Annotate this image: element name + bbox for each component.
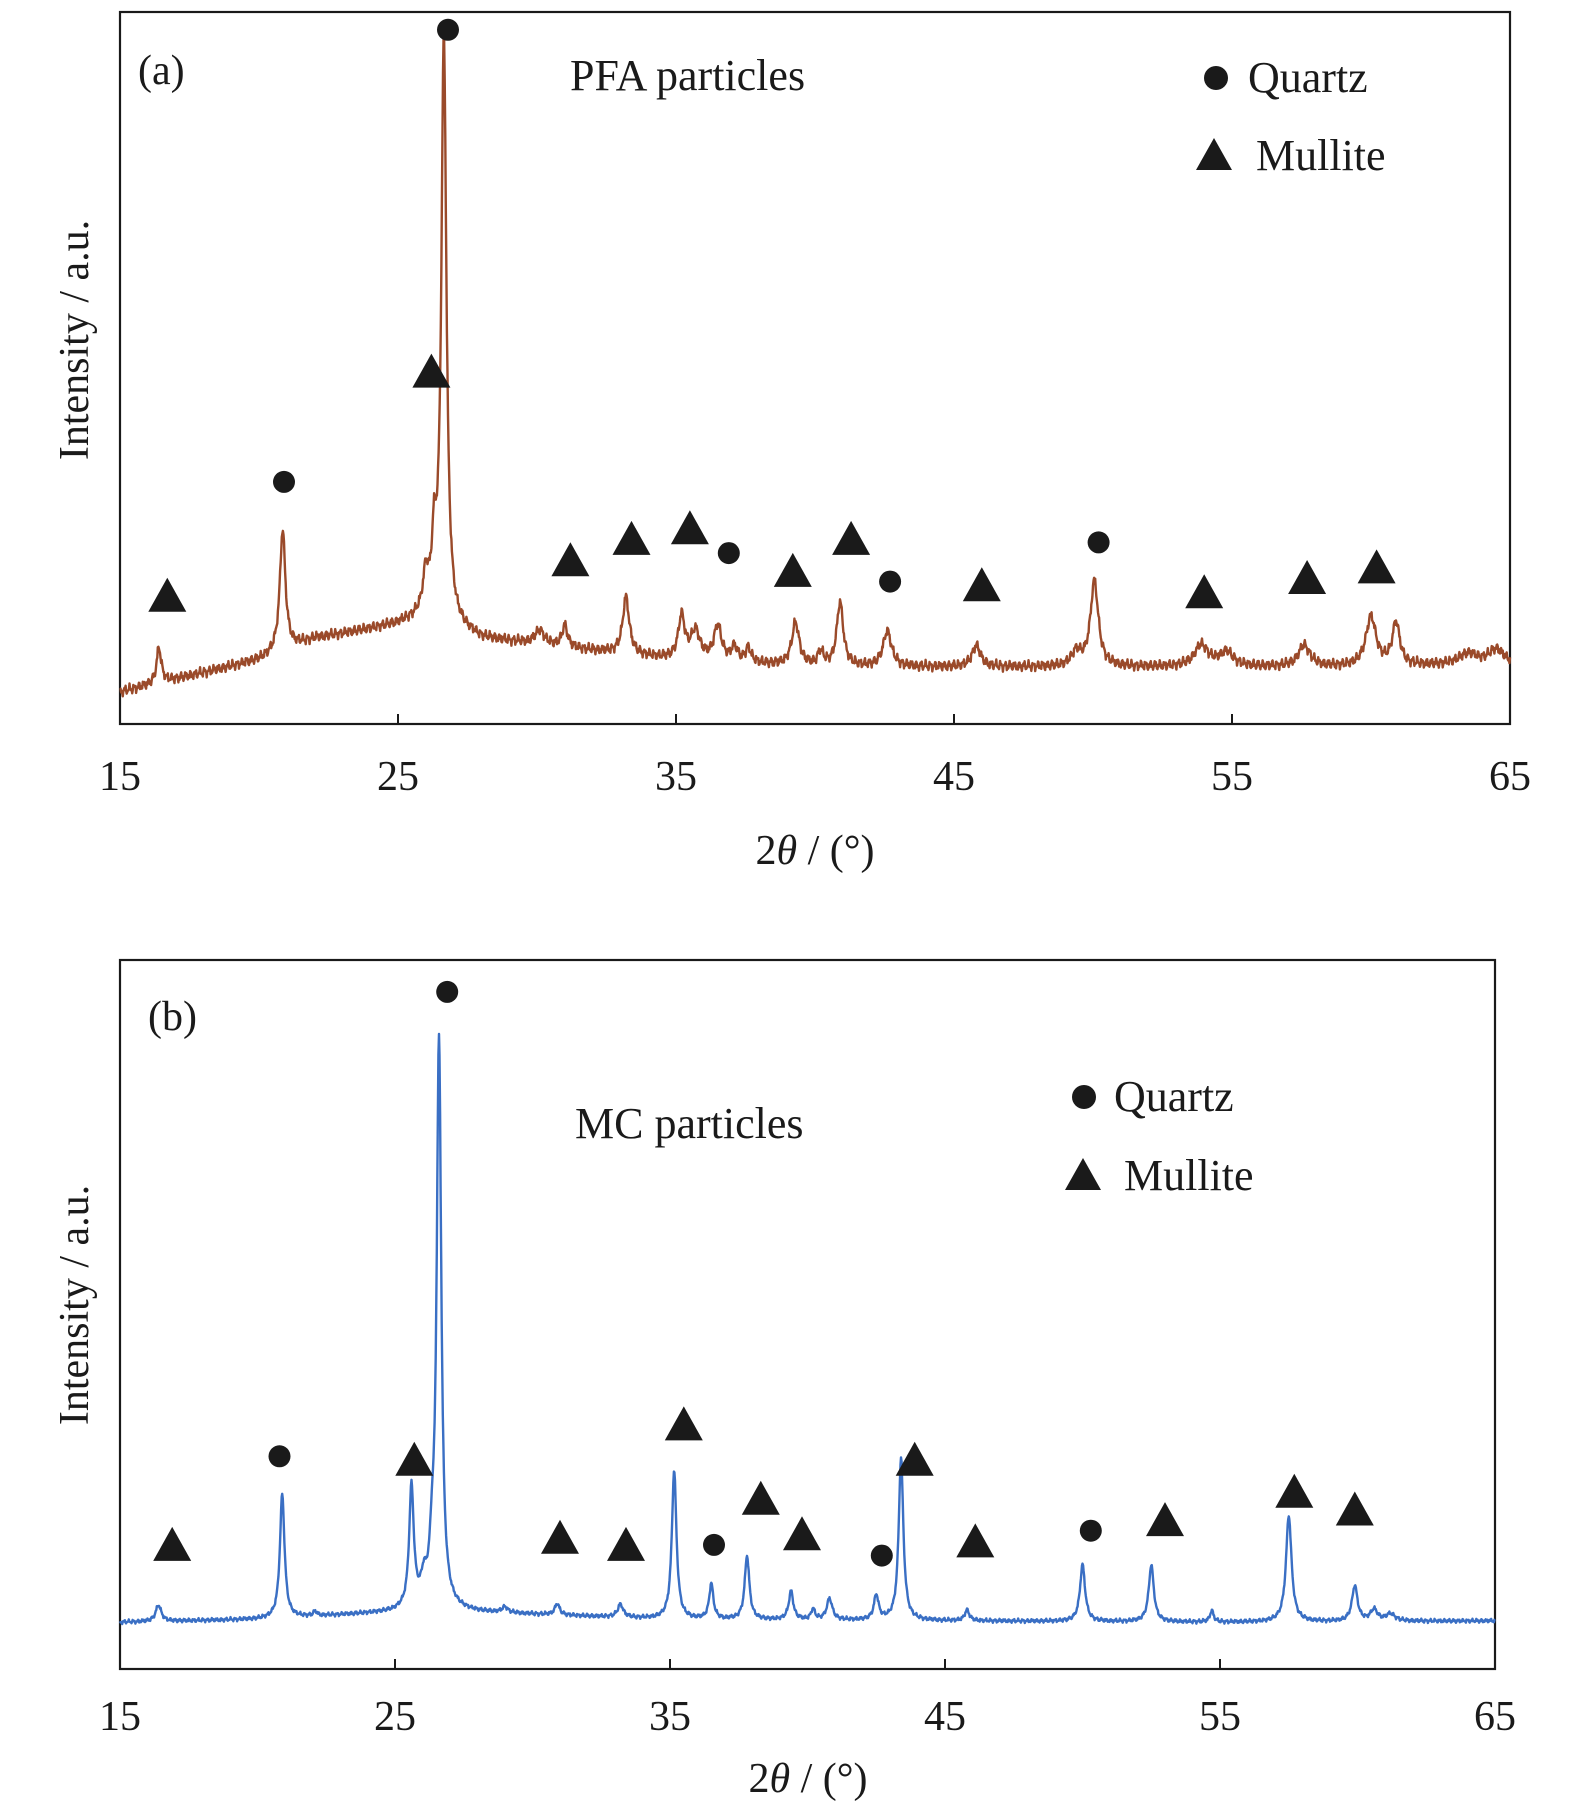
xrd-pattern-line-b bbox=[118, 1032, 1496, 1626]
x-tick-label: 15 bbox=[99, 1694, 141, 1740]
legend-label-mullite-a: Mullite bbox=[1256, 131, 1386, 180]
legend-b: Quartz Mullite bbox=[1065, 1072, 1254, 1200]
panel-b: (b) MC particles Quartz Mullite 15 25 35 45… bbox=[52, 958, 1516, 1801]
quartz-marker bbox=[268, 1445, 291, 1468]
quartz-marker bbox=[437, 18, 459, 41]
x-tick-label: 45 bbox=[924, 1694, 966, 1740]
xrd-pattern-line-a bbox=[119, 33, 1512, 698]
panel-a: (a) PFA particles Quartz Mullite 15 25 35 4… bbox=[52, 10, 1531, 874]
sample-label-b: MC particles bbox=[575, 1099, 804, 1148]
x-axis-title-a: 2θ / (°) bbox=[755, 828, 874, 874]
mullite-marker bbox=[895, 1441, 934, 1476]
quartz-marker bbox=[703, 1533, 725, 1556]
mullite-marker bbox=[1146, 1502, 1184, 1537]
series-a bbox=[119, 33, 1512, 698]
mullite-marker bbox=[670, 510, 709, 545]
x-tick-label: 35 bbox=[649, 1694, 691, 1740]
mullite-marker bbox=[1288, 560, 1327, 594]
phase-markers-b bbox=[153, 980, 1374, 1567]
x-ticks-a: 15 25 35 45 55 65 bbox=[99, 714, 1531, 800]
quartz-marker bbox=[1079, 1519, 1102, 1542]
quartz-marker bbox=[273, 470, 295, 493]
x-tick-label: 25 bbox=[377, 754, 419, 800]
x-ticks-b: 15 25 35 45 55 65 bbox=[99, 1659, 1516, 1740]
quartz-marker-icon bbox=[1204, 66, 1228, 90]
mullite-marker bbox=[607, 1526, 645, 1561]
quartz-marker-icon bbox=[1072, 1085, 1096, 1109]
mullite-marker bbox=[541, 1519, 579, 1554]
mullite-marker bbox=[773, 552, 812, 587]
mullite-marker bbox=[612, 520, 651, 555]
mullite-marker bbox=[1185, 574, 1224, 609]
legend-label-mullite-b: Mullite bbox=[1124, 1151, 1254, 1200]
panel-label-a: (a) bbox=[138, 48, 185, 94]
quartz-marker bbox=[870, 1544, 893, 1567]
legend-a: Quartz Mullite bbox=[1196, 53, 1386, 180]
mullite-marker bbox=[664, 1406, 703, 1441]
panel-label-b: (b) bbox=[148, 994, 197, 1040]
quartz-marker bbox=[879, 570, 902, 593]
x-axis-title-b: 2θ / (°) bbox=[748, 1756, 867, 1801]
mullite-marker bbox=[741, 1480, 780, 1515]
x-tick-label: 45 bbox=[933, 754, 975, 800]
x-tick-label: 65 bbox=[1474, 1694, 1516, 1740]
y-axis-title-b: Intensity / a.u. bbox=[52, 1185, 98, 1425]
x-tick-label: 35 bbox=[655, 754, 697, 800]
x-tick-label: 65 bbox=[1489, 754, 1531, 800]
quartz-marker bbox=[717, 542, 740, 565]
y-axis-title-a: Intensity / a.u. bbox=[52, 220, 98, 460]
mullite-marker-icon bbox=[1065, 1158, 1101, 1190]
x-tick-label: 15 bbox=[99, 754, 141, 800]
plot-frame-a bbox=[118, 10, 1512, 726]
legend-label-quartz-a: Quartz bbox=[1248, 53, 1368, 102]
mullite-marker bbox=[551, 542, 590, 577]
mullite-marker bbox=[962, 567, 1001, 602]
mullite-marker bbox=[1275, 1473, 1314, 1508]
quartz-marker bbox=[1087, 531, 1110, 554]
phase-markers-a bbox=[148, 18, 1396, 612]
mullite-marker bbox=[148, 577, 187, 612]
mullite-marker bbox=[395, 1441, 434, 1476]
mullite-marker bbox=[1357, 549, 1396, 584]
x-tick-label: 25 bbox=[374, 1694, 416, 1740]
mullite-marker bbox=[412, 353, 451, 388]
mullite-marker bbox=[956, 1523, 995, 1558]
legend-label-quartz-b: Quartz bbox=[1114, 1072, 1234, 1121]
mullite-marker bbox=[153, 1526, 192, 1561]
series-b bbox=[118, 1032, 1496, 1626]
sample-label-a: PFA particles bbox=[570, 51, 805, 100]
mullite-marker bbox=[1335, 1491, 1374, 1526]
mullite-marker bbox=[783, 1516, 821, 1551]
x-tick-label: 55 bbox=[1211, 754, 1253, 800]
mullite-marker-icon bbox=[1196, 138, 1232, 170]
quartz-marker bbox=[436, 980, 459, 1003]
plot-frame-b bbox=[118, 958, 1497, 1671]
x-tick-label: 55 bbox=[1199, 1694, 1241, 1740]
mullite-marker bbox=[832, 520, 871, 555]
